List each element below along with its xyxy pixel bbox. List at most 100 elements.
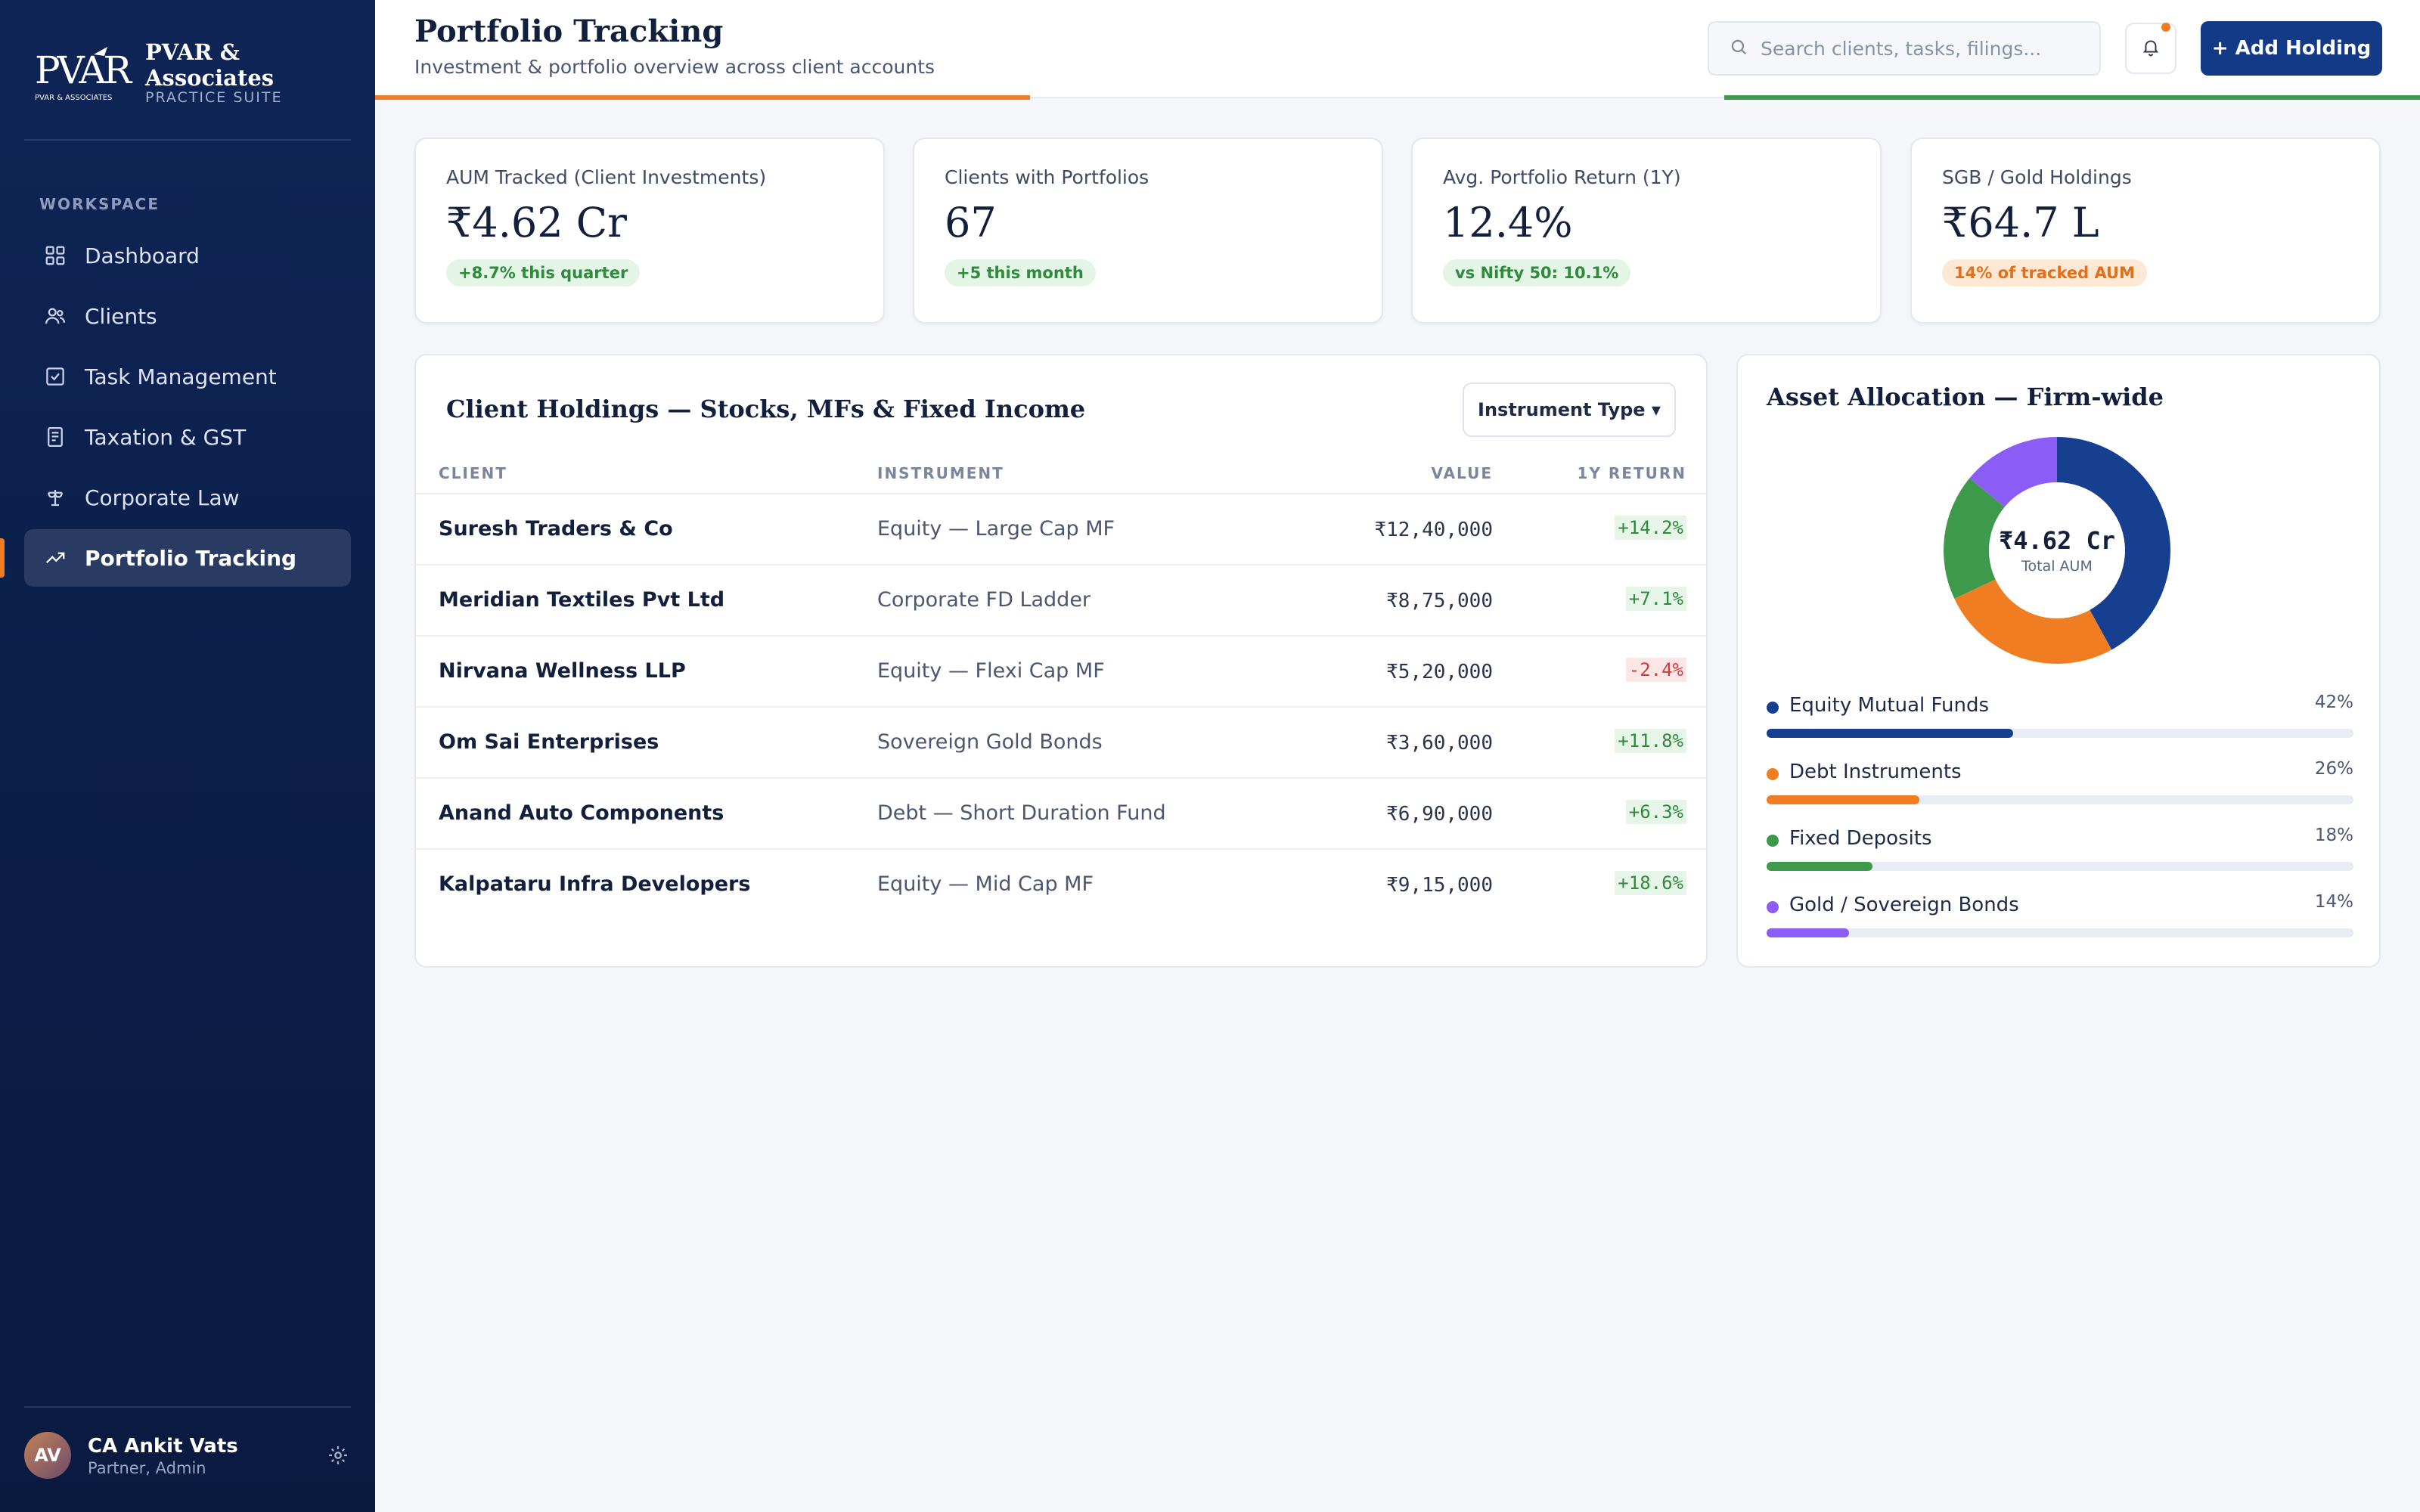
sidebar-item-portfolio-tracking[interactable]: Portfolio Tracking (0, 529, 351, 587)
sidebar-item-label: Taxation & GST (85, 424, 247, 450)
cell-client: Om Sai Enterprises (439, 730, 659, 754)
donut-total-label: Total AUM (2021, 558, 2093, 575)
legend-item: Fixed Deposits 18% (1767, 823, 2353, 889)
donut-slice-gold-sovereign-bonds (1969, 437, 2057, 507)
table-row[interactable]: Nirvana Wellness LLP Equity — Flexi Cap … (416, 637, 1706, 708)
cell-instrument: Equity — Large Cap MF (877, 517, 1115, 541)
sidebar-item-label: Task Management (85, 364, 277, 389)
holdings-card: Client Holdings — Stocks, MFs & Fixed In… (414, 354, 1708, 968)
search-input[interactable] (1761, 37, 2078, 60)
stat-badge: +8.7% this quarter (446, 259, 641, 287)
search-box[interactable] (1708, 21, 2101, 76)
legend-dot (1767, 702, 1779, 714)
cell-return: +14.2% (1615, 516, 1686, 540)
table-row[interactable]: Meridian Textiles Pvt Ltd Corporate FD L… (416, 565, 1706, 637)
table-row[interactable]: Suresh Traders & Co Equity — Large Cap M… (416, 494, 1706, 565)
table-header: CLIENT INSTRUMENT VALUE 1Y RETURN (416, 451, 1706, 494)
instrument-type-dropdown[interactable]: Instrument Type ▾ (1463, 383, 1676, 437)
stat-label: Clients with Portfolios (945, 166, 1150, 188)
svg-text:PVAR & ASSOCIATES: PVAR & ASSOCIATES (35, 94, 112, 102)
stat-label: AUM Tracked (Client Investments) (446, 166, 767, 188)
scales-icon (42, 485, 68, 510)
sidebar-item-task-management[interactable]: Task Management (24, 348, 351, 405)
legend-label: Gold / Sovereign Bonds (1789, 894, 2019, 916)
legend-item: Equity Mutual Funds 42% (1767, 689, 2353, 756)
top-header: Portfolio Tracking Investment & portfoli… (375, 0, 2420, 100)
brand-name-line2: Associates (145, 65, 275, 91)
cell-value: ₹9,15,000 (1386, 874, 1493, 897)
table-row[interactable]: Kalpataru Infra Developers Equity — Mid … (416, 850, 1706, 921)
cell-value: ₹6,90,000 (1386, 803, 1493, 826)
stat-card-aum: AUM Tracked (Client Investments) ₹4.62 C… (414, 138, 885, 324)
cell-client: Kalpataru Infra Developers (439, 872, 751, 896)
notifications-button[interactable] (2125, 23, 2176, 74)
legend-percent: 18% (2314, 826, 2353, 845)
avatar: AV (24, 1432, 71, 1479)
gear-icon[interactable] (327, 1444, 351, 1468)
progress-fill (1767, 928, 1849, 937)
donut-total-value: ₹4.62 Cr (1998, 526, 2116, 555)
progress-track (1767, 928, 2353, 937)
legend-label: Fixed Deposits (1789, 827, 1932, 850)
cell-instrument: Equity — Mid Cap MF (877, 872, 1094, 896)
legend-percent: 26% (2314, 759, 2353, 779)
cell-client: Nirvana Wellness LLP (439, 659, 686, 683)
cell-return: +11.8% (1615, 729, 1686, 753)
stat-label: SGB / Gold Holdings (1942, 166, 2132, 188)
user-profile[interactable]: AV CA Ankit Vats Partner, Admin (24, 1432, 351, 1482)
legend-percent: 42% (2314, 692, 2353, 712)
stat-label: Avg. Portfolio Return (1Y) (1443, 166, 1681, 188)
sidebar-item-corporate-law[interactable]: Corporate Law (24, 469, 351, 526)
cell-client: Suresh Traders & Co (439, 517, 673, 541)
holdings-title: Client Holdings — Stocks, MFs & Fixed In… (446, 395, 1086, 423)
progress-track (1767, 795, 2353, 804)
add-holding-button[interactable]: + Add Holding (2201, 21, 2382, 76)
user-role: Partner, Admin (88, 1459, 206, 1477)
sidebar-item-label: Clients (85, 303, 157, 329)
search-icon (1729, 37, 1748, 60)
sidebar-item-label: Dashboard (85, 243, 200, 268)
brand[interactable]: PVAR PVAR & ASSOCIATES PVAR & Associates… (35, 39, 352, 112)
table-row[interactable]: Anand Auto Components Debt — Short Durat… (416, 779, 1706, 850)
sidebar-item-taxation-gst[interactable]: Taxation & GST (24, 408, 351, 466)
progress-fill (1767, 729, 2013, 738)
svg-text:PVAR: PVAR (35, 48, 132, 92)
cell-value: ₹3,60,000 (1386, 732, 1493, 754)
cell-return: +6.3% (1625, 800, 1686, 824)
cell-return: +18.6% (1615, 871, 1686, 895)
sidebar-item-dashboard[interactable]: Dashboard (24, 227, 351, 284)
user-name: CA Ankit Vats (88, 1435, 238, 1458)
column-header-instrument[interactable]: INSTRUMENT (877, 464, 1004, 482)
cell-value: ₹8,75,000 (1386, 590, 1493, 612)
cell-instrument: Corporate FD Ladder (877, 588, 1091, 612)
pvar-logo: PVAR PVAR & ASSOCIATES (35, 47, 135, 102)
sidebar: PVAR PVAR & ASSOCIATES PVAR & Associates… (0, 0, 375, 1512)
header-accent-green (1724, 95, 2420, 100)
legend-label: Equity Mutual Funds (1789, 694, 1990, 717)
column-header-return[interactable]: 1Y RETURN (1577, 464, 1686, 482)
stat-badge: vs Nifty 50: 10.1% (1443, 259, 1631, 287)
column-header-client[interactable]: CLIENT (439, 464, 507, 482)
notification-dot (2161, 23, 2170, 32)
allocation-legend: Equity Mutual Funds 42% Debt Instruments… (1767, 689, 2353, 956)
bell-icon (2141, 37, 2161, 60)
sidebar-item-label: Corporate Law (85, 485, 240, 510)
sidebar-item-label: Portfolio Tracking (85, 545, 297, 571)
cell-value: ₹12,40,000 (1374, 519, 1493, 541)
active-indicator (0, 538, 5, 578)
table-row[interactable]: Om Sai Enterprises Sovereign Gold Bonds … (416, 708, 1706, 779)
workspace-label: WORKSPACE (39, 195, 160, 213)
holdings-table-body: Suresh Traders & Co Equity — Large Cap M… (416, 494, 1706, 921)
legend-item: Debt Instruments 26% (1767, 756, 2353, 823)
page-subtitle: Investment & portfolio overview across c… (414, 56, 935, 78)
legend-item: Gold / Sovereign Bonds 14% (1767, 889, 2353, 956)
stat-value: 67 (945, 199, 997, 246)
stat-card-return: Avg. Portfolio Return (1Y) 12.4% vs Nift… (1411, 138, 1882, 324)
brand-name: PVAR & Associates (145, 39, 274, 91)
column-header-value[interactable]: VALUE (1431, 464, 1493, 482)
cell-return: +7.1% (1625, 587, 1686, 611)
cell-instrument: Equity — Flexi Cap MF (877, 659, 1105, 683)
stat-value: ₹4.62 Cr (446, 199, 627, 246)
legend-dot (1767, 835, 1779, 847)
sidebar-item-clients[interactable]: Clients (24, 287, 351, 345)
